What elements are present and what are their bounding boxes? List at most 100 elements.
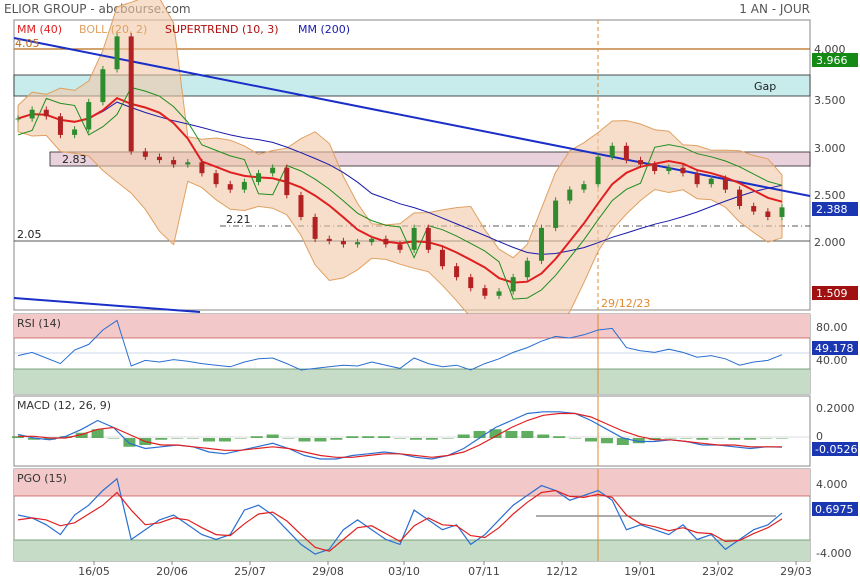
macd-histogram-bar	[187, 438, 200, 439]
gap-label: Gap	[754, 80, 776, 93]
price-tick-4000: 4.000	[814, 43, 846, 56]
pgo-signal-line	[17, 489, 783, 552]
max-price-badge	[812, 53, 858, 67]
macd-histogram-bar	[12, 436, 24, 438]
min-price-badge	[812, 286, 858, 300]
max-price-badge-text: 3.966	[816, 54, 848, 67]
macd-histogram-bar	[569, 438, 582, 439]
x-tick-label: 16/05	[78, 565, 110, 578]
candle-body	[213, 173, 219, 185]
macd-histogram-bar	[505, 431, 518, 438]
x-tick-label: 03/10	[388, 565, 420, 578]
last-price-badge	[812, 202, 858, 216]
level-label-205: 2.05	[17, 228, 42, 241]
macd-histogram-bar	[696, 438, 709, 440]
macd-histogram-bar	[155, 438, 168, 440]
pgo-value-badge	[812, 502, 858, 516]
candle-body	[567, 189, 573, 201]
candle-body	[227, 184, 233, 190]
candle-body	[256, 173, 262, 182]
rsi-tick-40: 40.00	[816, 354, 848, 367]
candle-body	[553, 200, 559, 228]
candle-body	[29, 109, 35, 119]
candles	[15, 33, 785, 300]
candle-body	[510, 277, 516, 292]
x-tick-label: 07/11	[468, 565, 500, 578]
x-tick-label: 29/03	[780, 565, 812, 578]
macd-histogram-bar	[537, 434, 550, 438]
macd-histogram-bar	[760, 438, 773, 439]
pgo-panel: PGO (15) 4.000 -4.000 0.6975	[13, 468, 858, 562]
level-label-405: 4.05	[15, 37, 40, 50]
macd-histogram-bar	[346, 436, 359, 438]
candle-body	[270, 167, 276, 174]
macd-histogram-bar	[616, 438, 629, 445]
macd-histogram-bar	[171, 438, 184, 439]
pgo-value-text: 0.6975	[815, 503, 854, 516]
rsi-line	[17, 319, 783, 371]
macd-histogram-bar	[648, 438, 661, 440]
price-panel: 4.05 2.83 2.21 2.05 Gap 29/12/23 MM (40)…	[13, 0, 858, 334]
candle-body	[623, 145, 629, 161]
candle-body	[397, 244, 403, 250]
candle-body	[340, 241, 346, 245]
candle-body	[326, 238, 332, 242]
macd-histogram-bar	[441, 438, 454, 439]
pgo-upper-zone	[14, 469, 810, 496]
macd-histogram-bar	[632, 438, 645, 444]
macd-histogram-bar	[250, 436, 263, 438]
pgo-line	[17, 477, 783, 555]
candle-body	[482, 288, 488, 296]
macd-histogram-bar	[330, 438, 343, 440]
macd-panel: MACD (12, 26, 9) 0.2000 0 -0.0526	[12, 395, 858, 467]
macd-histogram-bar	[457, 434, 470, 438]
rsi-label: RSI (14)	[17, 317, 61, 330]
macd-histogram-bar	[234, 438, 247, 439]
macd-histogram-bar	[712, 438, 725, 439]
bollinger-bands	[17, 0, 783, 334]
candle-body	[722, 178, 728, 190]
candle-body	[595, 156, 601, 185]
trendline-lower	[13, 297, 201, 313]
legend-mm40: MM (40)	[17, 23, 62, 36]
candle-body	[284, 167, 290, 196]
macd-histogram-bar	[425, 438, 438, 440]
macd-histogram-bar	[298, 438, 311, 442]
candle-body	[765, 211, 771, 217]
macd-histogram-bar	[203, 438, 215, 442]
candle-body	[100, 69, 106, 103]
macd-histogram-bar	[59, 436, 72, 438]
macd-histogram-bar	[314, 438, 327, 442]
candle-body	[468, 277, 474, 289]
rsi-tick-80: 80.00	[816, 321, 848, 334]
candle-body	[57, 116, 63, 135]
candle-body	[779, 207, 785, 217]
rsi-value-text: 49.178	[815, 342, 854, 355]
legend-boll: BOLL (20, 2)	[79, 23, 147, 36]
gap-zone	[13, 74, 811, 97]
candle-body	[666, 167, 672, 172]
macd-histogram-bar	[75, 432, 88, 438]
pgo-label: PGO (15)	[17, 472, 67, 485]
macd-histogram-bar	[107, 438, 120, 439]
macd-histogram-bar	[266, 434, 279, 438]
candle-body	[72, 129, 78, 135]
macd-histogram-bar	[43, 438, 56, 440]
macd-histogram-bar	[394, 438, 406, 439]
candle-body	[369, 238, 375, 243]
macd-value-badge	[812, 442, 858, 456]
candle-body	[199, 162, 205, 174]
macd-histogram-bar	[91, 429, 104, 438]
candle-body	[86, 102, 92, 130]
rsi-value-badge	[812, 341, 858, 355]
x-axis: 16/05 20/06 25/07 29/08 03/10 07/11 12/12 19/01…	[78, 561, 812, 578]
macd-histogram-bar	[218, 438, 231, 442]
pgo-tick-minus4: -4.000	[816, 547, 851, 560]
macd-label: MACD (12, 26, 9)	[17, 399, 111, 412]
macd-histogram-bar	[744, 438, 757, 440]
macd-histogram-bar	[282, 438, 295, 439]
macd-histogram-bar	[553, 436, 566, 438]
candle-body	[43, 109, 49, 117]
rsi-overbought-zone	[14, 314, 810, 338]
